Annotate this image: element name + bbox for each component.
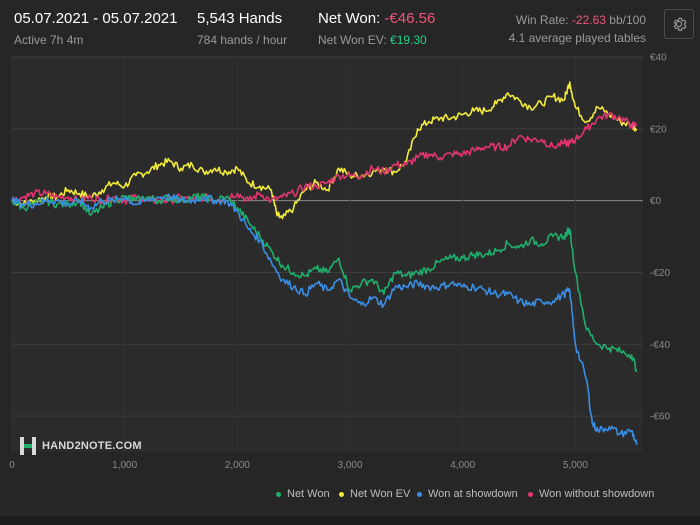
plot-area bbox=[12, 57, 643, 452]
series-line-won-without-showdown bbox=[11, 111, 638, 205]
series-line-net-won-ev bbox=[11, 81, 638, 220]
win-rate-label: Win Rate: bbox=[515, 13, 572, 27]
legend-item[interactable]: Won without showdown bbox=[528, 488, 654, 500]
win-rate-value: -22.63 bbox=[571, 13, 606, 27]
net-won-value: -€46.56 bbox=[384, 10, 436, 27]
y-axis: €40 €20 €0 -€20 -€40 -€60 bbox=[650, 53, 670, 423]
y-tick-label: -€60 bbox=[650, 412, 670, 423]
net-won-ev-label: Net Won EV: bbox=[318, 33, 391, 47]
average-tables: 4.1 average played tables bbox=[508, 31, 646, 45]
legend-label: Net Won bbox=[287, 488, 330, 500]
date-range: 05.07.2021 - 05.07.2021 bbox=[14, 10, 178, 27]
x-tick-label: 2,000 bbox=[225, 460, 250, 471]
bottom-bar bbox=[0, 516, 700, 525]
legend-marker bbox=[339, 491, 344, 497]
hands-count: 5,543 Hands bbox=[197, 10, 283, 27]
gear-icon bbox=[673, 17, 687, 31]
x-tick-label: 1,000 bbox=[112, 460, 137, 471]
y-tick-label: -€40 bbox=[650, 340, 670, 351]
x-tick-label: 4,000 bbox=[450, 460, 475, 471]
net-won-summary: Net Won: -€46.56 bbox=[318, 10, 435, 27]
grid-lines bbox=[11, 56, 643, 452]
y-tick-label: €40 bbox=[650, 53, 667, 64]
logo: HAND2NOTE.COM bbox=[20, 437, 142, 455]
y-tick-label: €20 bbox=[650, 124, 667, 135]
series-line-won-at-showdown bbox=[11, 193, 638, 445]
net-won-label: Net Won: bbox=[318, 10, 385, 27]
legend-marker bbox=[417, 491, 422, 497]
x-tick-label: 0 bbox=[9, 460, 15, 471]
y-tick-label: €0 bbox=[650, 196, 662, 207]
settings-button[interactable] bbox=[664, 9, 694, 39]
y-tick-label: -€20 bbox=[650, 268, 670, 279]
legend-label: Won at showdown bbox=[428, 488, 518, 500]
series-lines bbox=[11, 81, 638, 445]
win-rate-summary: Win Rate: -22.63 bb/100 bbox=[516, 13, 646, 27]
x-tick-label: 5,000 bbox=[563, 460, 588, 471]
legend-label: Net Won EV bbox=[350, 488, 411, 500]
net-won-ev-summary: Net Won EV: €19.30 bbox=[318, 33, 427, 47]
logo-text: HAND2NOTE.COM bbox=[42, 440, 142, 452]
hand2note-logo-icon bbox=[20, 437, 36, 455]
legend-label: Won without showdown bbox=[539, 488, 655, 500]
legend-marker bbox=[528, 491, 533, 497]
win-rate-unit: bb/100 bbox=[605, 13, 646, 27]
legend: Net Won Net Won EV Won at showdown Won with… bbox=[0, 488, 660, 504]
x-axis: 0 1,000 2,000 3,000 4,000 5,000 bbox=[9, 460, 588, 471]
legend-marker bbox=[276, 491, 281, 497]
x-tick-label: 3,000 bbox=[338, 460, 363, 471]
legend-item[interactable]: Net Won bbox=[276, 488, 330, 500]
legend-item[interactable]: Net Won EV bbox=[339, 488, 410, 500]
series-line-net-won bbox=[11, 192, 638, 373]
active-time: Active 7h 4m bbox=[14, 33, 84, 47]
legend-item[interactable]: Won at showdown bbox=[417, 488, 518, 500]
hands-per-hour: 784 hands / hour bbox=[197, 33, 288, 47]
net-won-ev-value: €19.30 bbox=[390, 33, 427, 47]
